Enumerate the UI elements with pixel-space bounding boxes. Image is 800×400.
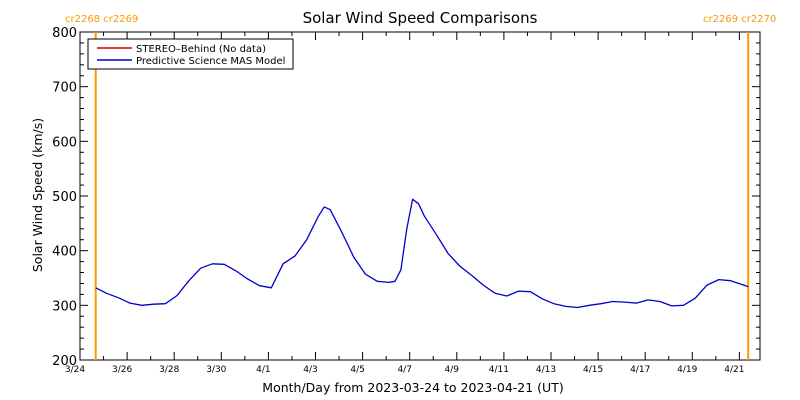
series-line: [95, 198, 749, 309]
x-tick-label: 4/1: [256, 365, 270, 375]
x-tick-label: 4/5: [350, 365, 364, 375]
legend-label: Predictive Science MAS Model: [136, 56, 285, 67]
x-tick-label: 4/19: [677, 365, 697, 375]
y-axis-label: Solar Wind Speed (km/s): [30, 118, 45, 272]
x-tick-label: 3/26: [112, 365, 132, 375]
x-tick-label: 4/13: [536, 365, 556, 375]
x-tick-label: 3/28: [159, 365, 179, 375]
x-tick-label: 4/11: [489, 365, 509, 375]
y-tick-label: 600: [52, 135, 77, 150]
carrington-marker-label: cr2268 cr2269: [65, 14, 138, 25]
x-tick-label: 4/9: [445, 365, 460, 375]
y-tick-label: 300: [52, 299, 77, 314]
x-tick-label: 4/7: [397, 365, 411, 375]
x-axis-label: Month/Day from 2023-03-24 to 2023-04-21 …: [262, 380, 563, 395]
y-tick-label: 800: [52, 26, 77, 41]
x-tick-label: 4/21: [724, 365, 744, 375]
x-tick-label: 4/15: [583, 365, 603, 375]
carrington-marker-label: cr2269 cr2270: [703, 14, 776, 25]
x-tick-label: 4/17: [630, 365, 650, 375]
y-tick-label: 500: [52, 190, 77, 205]
y-tick-label: 400: [52, 245, 77, 260]
y-tick-label: 200: [52, 354, 77, 369]
legend-label: STEREO–Behind (No data): [136, 44, 266, 55]
x-tick-label: 3/24: [65, 365, 85, 375]
x-tick-label: 4/3: [303, 365, 317, 375]
chart-title: Solar Wind Speed Comparisons: [303, 9, 538, 27]
legend-box: [87, 38, 294, 70]
y-tick-label: 700: [52, 81, 77, 96]
x-tick-label: 3/30: [206, 365, 226, 375]
plot-area: 200 300 400 500 600 700 800 3/24 3/26 3/28 3/30 4/1…: [52, 14, 776, 375]
